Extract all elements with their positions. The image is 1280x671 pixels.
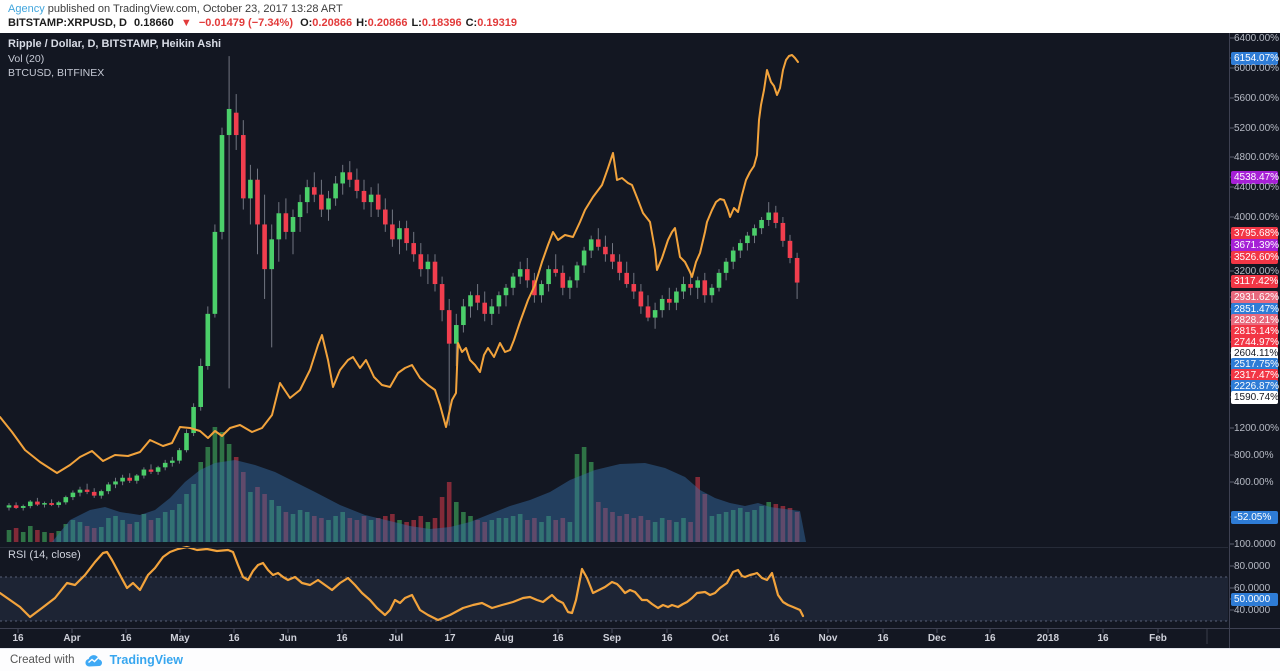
time-axis-label: 16 [336, 633, 348, 644]
btc-overlay-line [0, 54, 799, 474]
price-scale-label: 4400.00% [1234, 182, 1280, 193]
heikin-ashi-candles [6, 108, 800, 508]
header: Agency published on TradingView.com, Oct… [0, 0, 1280, 33]
author-link[interactable]: Agency [8, 3, 45, 15]
time-axis-label: May [170, 633, 190, 644]
symbol-text: BITSTAMP:XRPUSD, D [8, 17, 127, 29]
ohlc-value: 0.18396 [421, 17, 462, 29]
rsi-band [0, 576, 1228, 622]
ohlc-value: 0.20866 [312, 17, 353, 29]
publish-text: published on TradingView.com, October 23… [44, 3, 343, 15]
time-axis-label: 16 [661, 633, 673, 644]
price-scale-label: 1590.74% [1231, 391, 1279, 404]
price-scale-label: 2851.47% [1231, 303, 1279, 316]
price-scale-label: 3795.68% [1231, 227, 1279, 240]
price-scale-label: 2744.97% [1231, 336, 1279, 349]
price-scale-label: 3526.60% [1231, 251, 1279, 264]
price-scale-label: 80.0000 [1234, 561, 1271, 572]
price-scale-label: 6000.00% [1234, 63, 1280, 74]
time-axis-label: Aug [494, 633, 514, 644]
chart-background [0, 33, 1280, 648]
time-axis-label: Apr [63, 633, 81, 644]
price-scale-label: 2317.47% [1231, 369, 1279, 382]
ohlc-value: 0.19319 [477, 17, 517, 29]
time-axis-label: Jun [279, 633, 297, 644]
price-scale-label: 6154.07% [1231, 52, 1279, 65]
created-with-text: Created with [10, 654, 75, 666]
price-scale-label: 60.0000 [1234, 583, 1271, 594]
tradingview-link[interactable]: TradingView [109, 653, 183, 667]
time-axis-label: Feb [1149, 633, 1167, 644]
price-scale-label: 100.0000 [1234, 539, 1276, 550]
volume-bars [6, 427, 800, 542]
price-scale-label: 6400.00% [1234, 33, 1280, 44]
ohlc-values: O:0.20866 H:0.20866 L:0.18396 C:0.19319 [300, 17, 521, 29]
price-scale-label: 3117.42% [1231, 275, 1278, 288]
price-scale-label: 1200.00% [1234, 423, 1280, 434]
publish-info: Agency published on TradingView.com, Oct… [8, 3, 343, 15]
ohlc-label: C: [465, 17, 478, 29]
time-axis-label: 2018 [1036, 633, 1060, 644]
price-scale-label: 4800.00% [1234, 152, 1280, 163]
pane-separators [0, 33, 1280, 648]
time-axis-label: 16 [768, 633, 780, 644]
price-scale-label: 2226.87% [1231, 380, 1279, 393]
price-scale-label: 5200.00% [1234, 123, 1280, 134]
ohlc-label: O: [300, 17, 313, 29]
candle-wicks [8, 56, 798, 511]
ohlc-label: L: [411, 17, 422, 29]
time-axis-label: 17 [444, 633, 456, 644]
price-scale-label: 3200.00% [1234, 266, 1280, 277]
price-scale-label: 50.0000 [1231, 593, 1278, 606]
time-axis-label: Oct [711, 633, 729, 644]
last-price: 0.18660 [134, 17, 174, 29]
price-scale-label: 2815.14% [1231, 325, 1279, 338]
time-axis-label: 16 [1097, 633, 1109, 644]
price-scale-label: 4000.00% [1234, 212, 1280, 223]
price-scale-label: 40.0000 [1234, 605, 1271, 616]
axis-ticks [17, 37, 1234, 633]
price-scale-label: 800.00% [1234, 450, 1274, 461]
time-axis-label: 16 [552, 633, 564, 644]
ohlc-value: 0.20866 [367, 17, 408, 29]
change-value: −0.01479 (−7.34%) [198, 17, 293, 29]
price-scale-label: -52.05% [1231, 511, 1278, 524]
price-scale-label: 5600.00% [1234, 93, 1280, 104]
time-axis-label: 16 [120, 633, 132, 644]
price-scale-label: 2828.21% [1231, 314, 1279, 327]
time-axis-label: Sep [602, 633, 622, 644]
time-axis-label: Dec [927, 633, 947, 644]
time-axis-label: 16 [228, 633, 240, 644]
ohlc-label: H: [356, 17, 368, 29]
time-axis-label: Jul [388, 633, 404, 644]
price-scale-label: 2931.62% [1231, 291, 1279, 304]
price-scale-label: 4538.47% [1231, 171, 1279, 184]
price-scale-label: 400.00% [1234, 477, 1274, 488]
time-axis-label: 16 [877, 633, 889, 644]
footer: Created with TradingView [0, 648, 1280, 671]
quote-line: BITSTAMP:XRPUSD, D 0.18660 ▼ −0.01479 (−… [8, 17, 521, 29]
time-axis-label: Nov [818, 633, 838, 644]
rsi-line [0, 545, 805, 622]
price-scale-label: 2517.75% [1231, 358, 1279, 371]
price-scale-label: 3671.39% [1231, 239, 1279, 252]
time-axis-label: 16 [984, 633, 996, 644]
change-arrow-icon: ▼ [180, 17, 192, 29]
tradingview-logo-icon [84, 654, 102, 666]
time-axis-label: 16 [12, 633, 24, 644]
price-scale-label: 2604.11% [1231, 347, 1278, 360]
volume-ma-area [52, 460, 806, 542]
